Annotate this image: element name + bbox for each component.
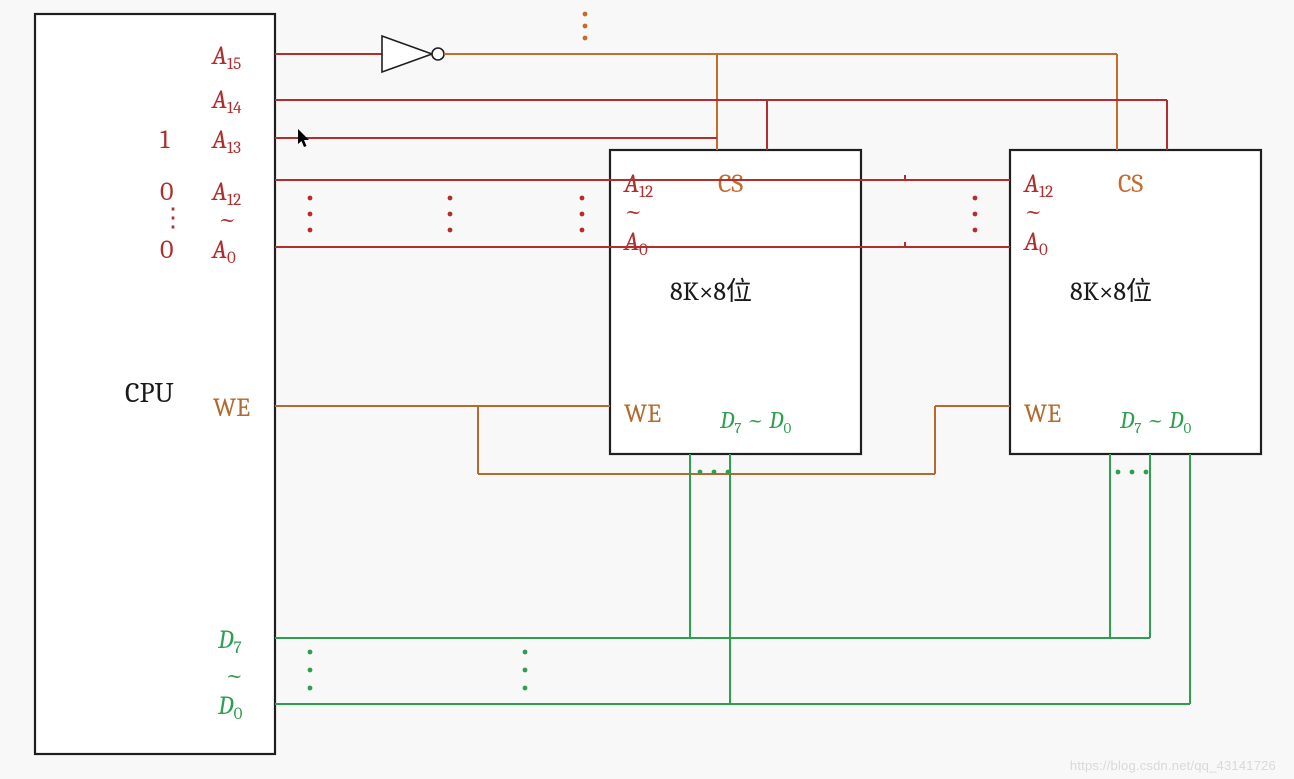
svg-text:~: ~ xyxy=(218,205,237,235)
memory-expansion-diagram: CPU10⋮0A15A14A13A12~A0WED7~D0A12~A0CS8K×… xyxy=(0,0,1294,779)
svg-text:⋮: ⋮ xyxy=(160,203,186,233)
svg-text:8K×8位: 8K×8位 xyxy=(1070,277,1152,307)
svg-text:WE: WE xyxy=(213,393,250,423)
svg-text:D7 ~ D0: D7 ~ D0 xyxy=(1119,406,1191,437)
svg-text:WE: WE xyxy=(1024,399,1061,429)
svg-text:~: ~ xyxy=(1024,197,1043,227)
mouse-cursor-icon xyxy=(298,129,312,149)
svg-text:8K×8位: 8K×8位 xyxy=(670,277,752,307)
svg-text:~: ~ xyxy=(624,197,643,227)
svg-text:D7 ~ D0: D7 ~ D0 xyxy=(719,406,791,437)
svg-text:0: 0 xyxy=(160,235,173,265)
svg-text:CS: CS xyxy=(718,169,743,199)
svg-text:1: 1 xyxy=(160,125,170,155)
svg-text:~: ~ xyxy=(225,661,244,691)
svg-text:CS: CS xyxy=(1118,169,1143,199)
svg-text:WE: WE xyxy=(624,399,661,429)
svg-text:CPU: CPU xyxy=(125,377,174,409)
watermark-text: https://blog.csdn.net/qq_43141726 xyxy=(1070,758,1276,773)
